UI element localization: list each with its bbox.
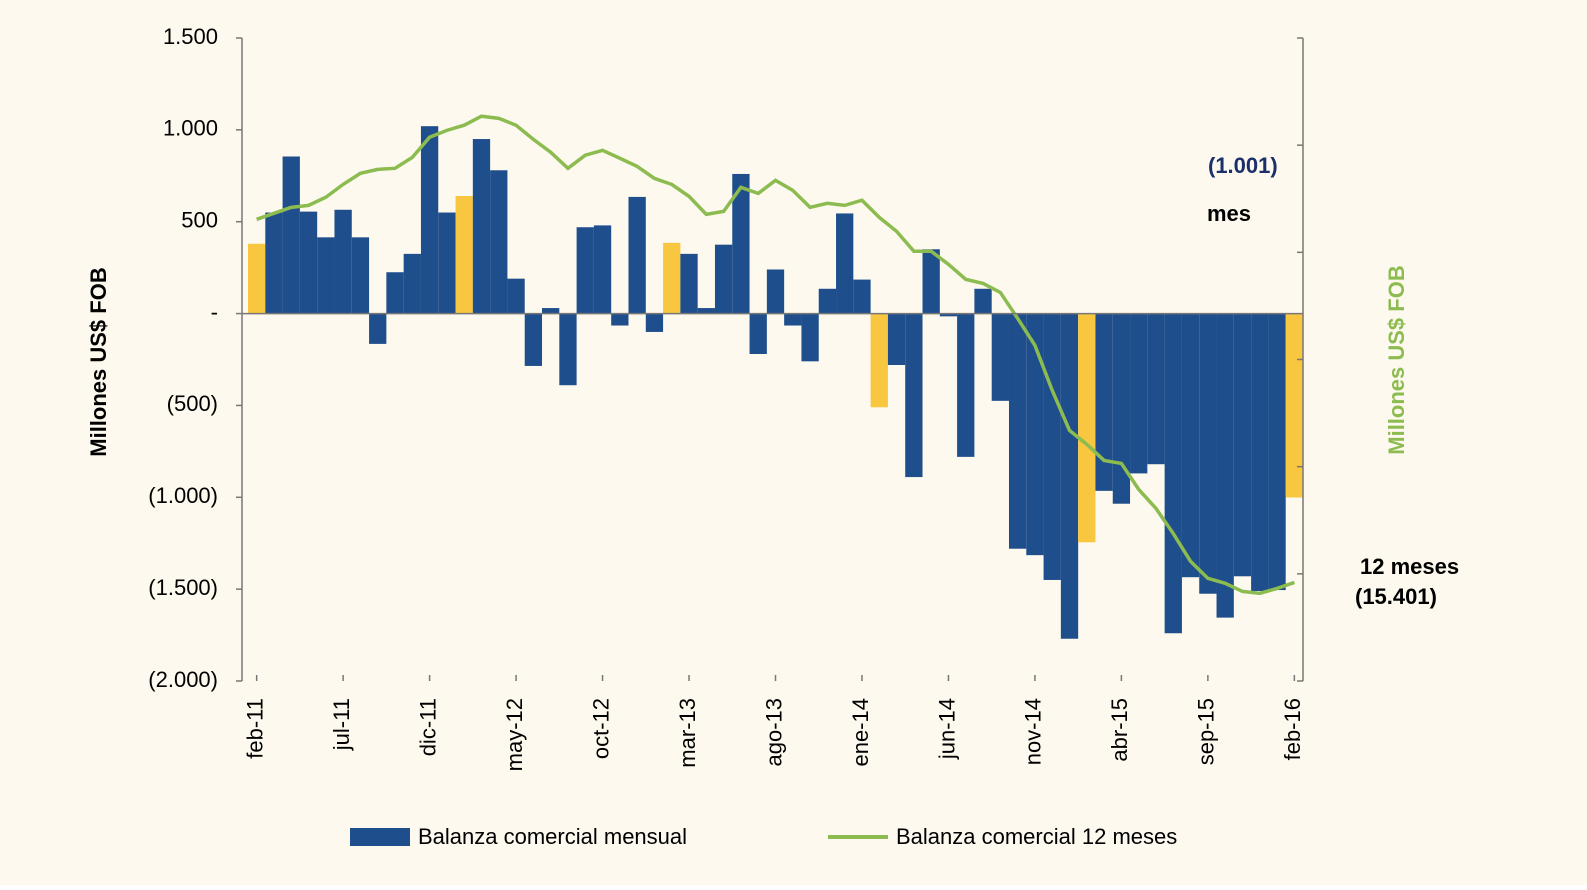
value-label: (15.401) [1355, 584, 1437, 609]
bar [559, 313, 577, 386]
bar [1095, 313, 1113, 491]
y2-axis-title: Millones US$ FOB [1384, 265, 1409, 454]
bar [1285, 313, 1303, 498]
bar [974, 288, 992, 314]
bar [1112, 313, 1131, 504]
y-tick-label: - [211, 299, 218, 324]
y-tick-label: (1.000) [148, 483, 218, 508]
annotation: 12 meses [1360, 554, 1459, 579]
x-tick-label: nov-14 [1021, 698, 1046, 765]
bar [732, 173, 750, 314]
x-tick-label: ene-14 [848, 698, 873, 767]
bar [714, 244, 733, 314]
bar [248, 243, 266, 314]
bar [369, 313, 387, 344]
bar [1199, 313, 1217, 594]
bar [680, 253, 698, 314]
x-tick-label: may-12 [502, 698, 527, 771]
bar [472, 139, 491, 314]
x-tick-label: feb-11 [242, 698, 267, 759]
x-tick-label: dic-11 [415, 698, 440, 756]
bar [1060, 313, 1079, 639]
bar [939, 313, 958, 317]
bar [576, 227, 594, 314]
bar [282, 156, 300, 314]
bar [403, 253, 421, 314]
x-tick-label: oct-12 [588, 698, 613, 759]
bar [887, 313, 906, 366]
bar [784, 313, 802, 326]
bar [1043, 313, 1061, 580]
legend-label: Balanza comercial 12 meses [896, 824, 1177, 849]
bar [818, 288, 837, 314]
bar [1026, 313, 1044, 556]
bar [905, 313, 923, 478]
y-tick-label: 1.500 [163, 24, 218, 49]
bar [1251, 313, 1269, 591]
bar [351, 237, 370, 314]
bar [1164, 313, 1182, 634]
bar [593, 225, 612, 314]
bar [1147, 313, 1165, 465]
legend-swatch [350, 828, 410, 846]
y-tick-label: 1.000 [163, 116, 218, 141]
bar [645, 313, 664, 332]
bar [611, 313, 629, 326]
bar [663, 242, 681, 314]
bar [420, 126, 439, 314]
bar [1268, 313, 1286, 591]
x-tick-label: ago-13 [761, 698, 786, 767]
bar [507, 278, 525, 314]
bar [386, 272, 404, 314]
value-label: (1.001) [1208, 153, 1278, 178]
annotation: mes [1207, 201, 1251, 226]
legend-label: Balanza comercial mensual [418, 824, 687, 849]
bar [1008, 313, 1027, 549]
y-tick-label: (2.000) [148, 667, 218, 692]
bar [438, 212, 456, 314]
y-axis-title: Millones US$ FOB [86, 267, 111, 456]
bar [628, 196, 646, 314]
bar [870, 313, 888, 408]
bar [697, 308, 715, 314]
bar [922, 249, 940, 314]
bar [766, 269, 785, 314]
bar [991, 313, 1009, 401]
y-tick-label: 500 [181, 208, 218, 233]
bar [524, 313, 543, 366]
x-tick-label: jul-11 [329, 698, 354, 751]
bar [1078, 313, 1096, 543]
bar [317, 237, 335, 314]
bar [1216, 313, 1234, 618]
bar [542, 308, 560, 314]
x-tick-label: abr-15 [1107, 698, 1132, 762]
bar [801, 313, 819, 362]
bar [334, 209, 352, 314]
y-tick-label: (500) [167, 391, 218, 416]
x-tick-label: mar-13 [675, 698, 700, 768]
bar [265, 212, 283, 314]
bar [1181, 313, 1200, 578]
bar [1130, 313, 1148, 474]
x-tick-label: jun-14 [934, 698, 959, 760]
bar [749, 313, 767, 354]
bar [957, 313, 975, 457]
bar [455, 195, 473, 314]
bar [490, 170, 508, 314]
bar [853, 279, 871, 314]
bar [299, 211, 318, 314]
line [256, 114, 1295, 596]
x-tick-label: sep-15 [1194, 698, 1219, 765]
bar [1233, 313, 1252, 577]
x-tick-label: feb-16 [1280, 698, 1305, 760]
y-tick-label: (1.500) [148, 575, 218, 600]
bar [836, 213, 854, 314]
